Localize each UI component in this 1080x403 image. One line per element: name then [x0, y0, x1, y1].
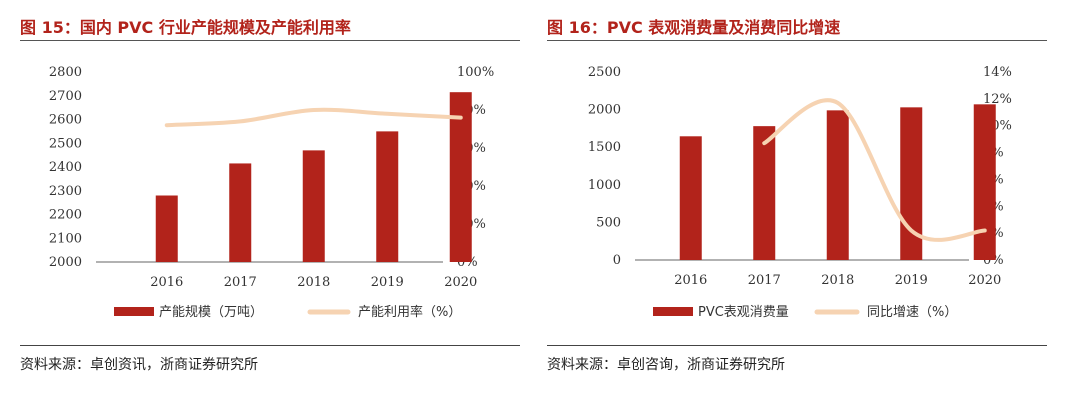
y2-axis-tick-label: 100% [457, 65, 494, 80]
y2-axis-tick-label: 14% [983, 65, 1012, 80]
bar-2020 [973, 104, 996, 260]
source-rule [547, 345, 1047, 346]
y-axis-tick-label: 2000 [49, 255, 82, 270]
legend-swatch-bar [653, 307, 693, 316]
y-axis-tick-label: 2000 [588, 103, 621, 118]
x-axis-tick-label: 2016 [674, 273, 707, 288]
legend-label-line: 同比增速（%） [867, 305, 957, 320]
y-axis-tick-label: 2700 [49, 89, 82, 104]
legend-swatch-bar [114, 307, 154, 316]
consumption-growth-chart: 050010001500200025000%2%4%6%8%10%12%14%2… [588, 65, 1012, 320]
y-axis-tick-label: 2600 [49, 113, 82, 128]
x-axis-tick-label: 2018 [297, 275, 330, 290]
figure-16-source: 资料来源：卓创咨询，浙商证券研究所 [547, 357, 785, 373]
bar-2019 [376, 131, 399, 262]
x-axis-tick-label: 2019 [371, 275, 404, 290]
bar-2017 [753, 126, 776, 260]
x-axis-tick-label: 2018 [821, 273, 854, 288]
x-axis-tick-label: 2017 [224, 275, 257, 290]
y-axis-tick-label: 500 [596, 215, 621, 230]
x-axis-tick-label: 2020 [444, 275, 477, 290]
x-axis-tick-label: 2017 [748, 273, 781, 288]
y-axis-tick-label: 2300 [49, 184, 82, 199]
figure-15-source: 资料来源：卓创资讯，浙商证券研究所 [20, 357, 258, 373]
x-axis-tick-label: 2016 [150, 275, 183, 290]
y-axis-tick-label: 2500 [49, 136, 82, 151]
legend-label-bar: PVC表观消费量 [698, 305, 789, 320]
bar-2018 [826, 110, 849, 260]
figure-16-panel: 图 16：PVC 表观消费量及消费同比增速 0 500 1000 1500 2000 25… [547, 0, 1067, 403]
bar-2017 [229, 163, 252, 262]
figure-15-panel: 图 15：国内 PVC 行业产能规模及产能利用率 2000 2100 2200 230… [20, 0, 540, 403]
bar-2020 [449, 92, 472, 262]
title-rule [547, 40, 1047, 41]
y-axis-tick-label: 2100 [49, 231, 82, 246]
bar-2016 [155, 195, 178, 262]
source-rule [20, 345, 520, 346]
y2-axis-tick-label: 12% [983, 92, 1012, 107]
bar-2018 [302, 150, 325, 262]
y-axis-tick-label: 2500 [588, 65, 621, 80]
y-axis-tick-label: 2800 [49, 65, 82, 80]
x-axis-tick-label: 2019 [895, 273, 928, 288]
bar-2016 [679, 136, 702, 260]
figure-15-title: 图 15：国内 PVC 行业产能规模及产能利用率 [20, 18, 351, 37]
y-axis-tick-label: 0 [613, 253, 621, 268]
y-axis-tick-label: 1000 [588, 178, 621, 193]
x-axis-tick-label: 2020 [968, 273, 1001, 288]
y-axis-tick-label: 1500 [588, 140, 621, 155]
capacity-utilization-chart: 2000210022002300240025002600270028000%20… [49, 65, 494, 320]
line-series-0 [164, 107, 463, 128]
line-series-1 [762, 98, 987, 242]
figure-16-title: 图 16：PVC 表观消费量及消费同比增速 [547, 18, 841, 37]
y-axis-tick-label: 2200 [49, 208, 82, 223]
legend-label-bar: 产能规模（万吨） [159, 305, 263, 320]
legend-label-line: 产能利用率（%） [358, 304, 461, 320]
y-axis-tick-label: 2400 [49, 160, 82, 175]
title-rule [20, 40, 520, 41]
